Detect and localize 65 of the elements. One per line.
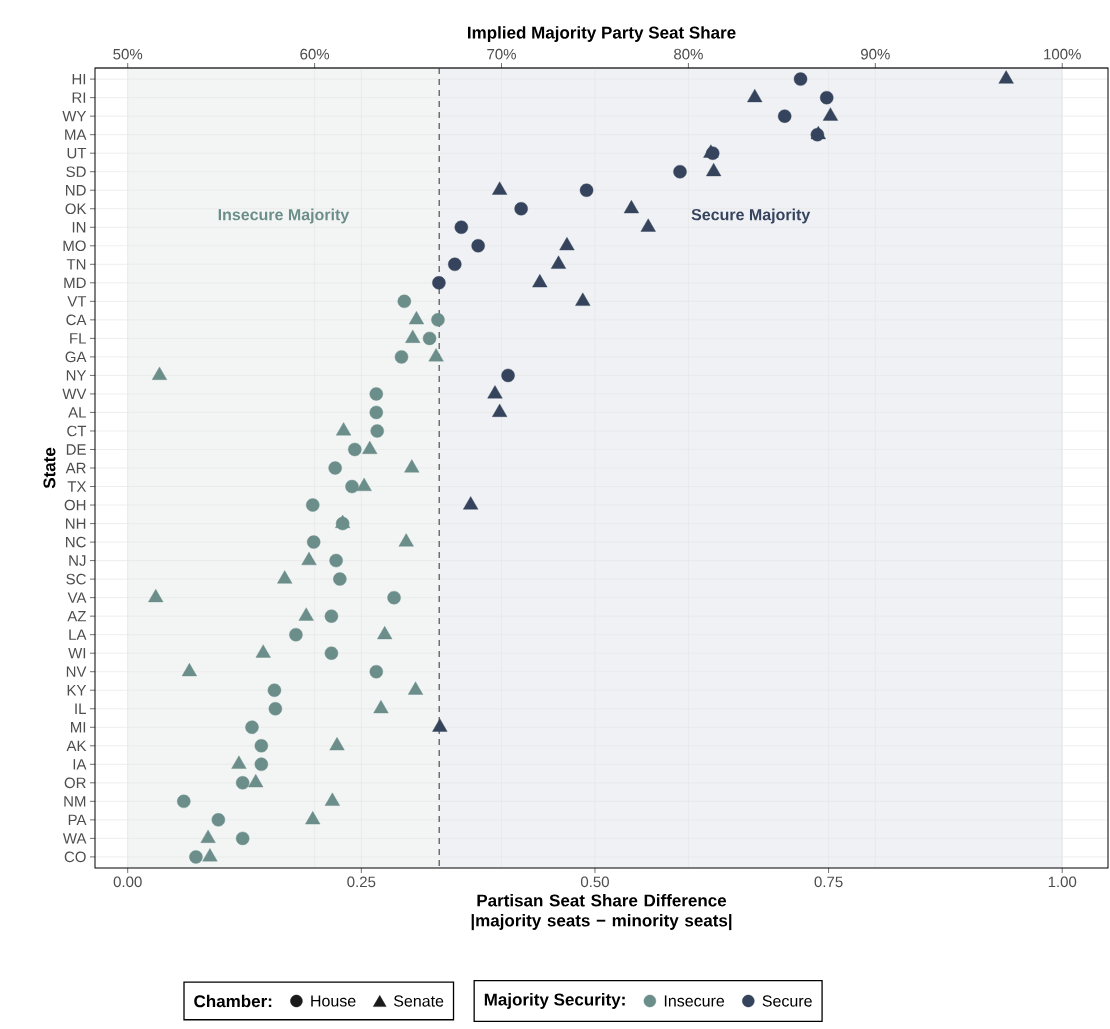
y-tick-label: WY	[62, 110, 87, 122]
y-tick-label: OR	[64, 777, 86, 789]
y-tick-label: FL	[70, 333, 86, 344]
y-tick-label: TN	[66, 259, 86, 270]
x2-tick-label: 50%	[113, 48, 143, 60]
y-tick-label: VT	[67, 296, 87, 307]
y-tick-label: ND	[66, 185, 86, 196]
y-tick-label: MD	[64, 277, 86, 288]
y-tick-label: WA	[62, 833, 87, 844]
y-tick-label: NH	[66, 518, 86, 529]
legend-label: Secure	[762, 995, 812, 1007]
y-tick-label: MI	[71, 722, 86, 733]
y-tick-label: OK	[65, 203, 87, 215]
y-tick-label: PA	[68, 814, 87, 826]
y-tick-label: IL	[75, 703, 86, 714]
y-tick-label: NM	[64, 796, 86, 807]
x2-tick-label: 70%	[487, 48, 516, 60]
y-tick-label: CA	[66, 314, 87, 326]
text: Senate	[393, 995, 444, 1007]
y-tick-label: WI	[68, 648, 86, 659]
y-tick-label: VA	[67, 592, 87, 603]
y-tick-label: WV	[62, 388, 87, 400]
y-tick-label: MO	[63, 240, 86, 252]
legend-title: Chamber:	[194, 994, 272, 1008]
y-tick-label: NV	[66, 666, 87, 677]
x2-tick-label: 100%	[1044, 48, 1081, 60]
x2-tick-label: 60%	[300, 48, 330, 60]
y-tick-label: NJ	[69, 555, 86, 566]
legend-label: Insecure	[664, 995, 725, 1007]
y-tick-label: RI	[72, 92, 86, 103]
y-tick-label: AL	[68, 407, 86, 418]
y-tick-label: IN	[72, 222, 86, 233]
text: House	[311, 995, 356, 1007]
x-tick-label: 0.75	[814, 876, 843, 888]
x2-tick-label: 90%	[861, 48, 890, 60]
y-tick-label: CT	[67, 425, 87, 437]
y-tick-label: SC	[66, 573, 86, 585]
band-label: Insecure Majority	[218, 208, 350, 224]
text: Majority Security:	[484, 993, 625, 1009]
y-tick-label: OH	[64, 499, 86, 511]
x-tick-label: 0.50	[580, 876, 609, 888]
x2-axis-title: Implied Majority Party Seat Share	[468, 26, 736, 42]
y-tick-label: GA	[65, 351, 87, 363]
x2-tick-label: 80%	[674, 48, 703, 60]
y-tick-label: UT	[67, 147, 87, 159]
y-tick-label: MA	[65, 129, 87, 140]
y-tick-label: CO	[64, 851, 86, 863]
x-tick-label: 1.00	[1048, 876, 1077, 888]
y-tick-label: TX	[67, 481, 87, 492]
y-tick-label: AZ	[67, 611, 86, 622]
band-label: Secure Majority	[691, 208, 811, 224]
x-axis-title: Partisan Seat Share Difference |majority seats − minority seats|	[471, 894, 732, 931]
y-tick-label: AR	[65, 462, 86, 474]
y-tick-label: NC	[66, 536, 86, 548]
x-tick-label: 0.25	[347, 876, 376, 888]
y-tick-label: LA	[69, 629, 87, 640]
y-axis-title: State	[43, 447, 56, 489]
y-tick-label: IA	[73, 759, 87, 770]
y-tick-label: DE	[66, 444, 86, 455]
x-tick-label: 0.00	[113, 876, 142, 888]
y-tick-label: HI	[72, 73, 86, 85]
y-tick-label: SD	[66, 166, 86, 178]
y-tick-label: NY	[66, 370, 87, 381]
y-tick-label: KY	[67, 685, 87, 696]
y-tick-label: AK	[66, 740, 87, 751]
